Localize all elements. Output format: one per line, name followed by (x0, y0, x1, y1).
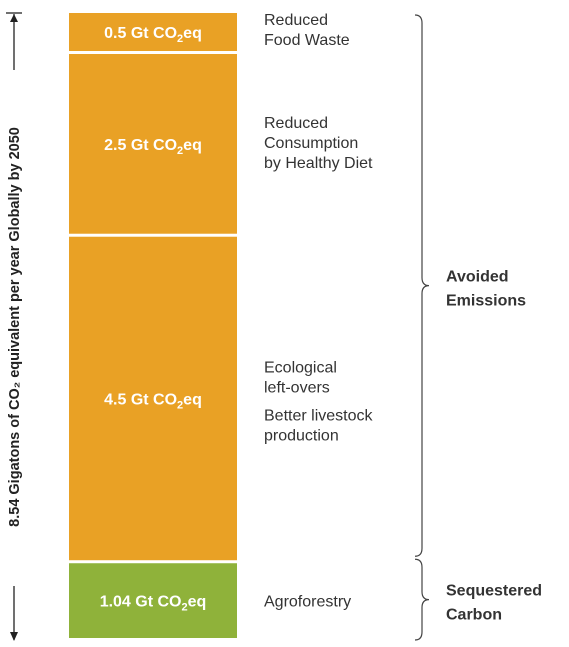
bar-segment (69, 563, 237, 638)
group-label: Emissions (446, 293, 526, 310)
arrow-up-icon (10, 14, 18, 22)
segment-description: Reduced (264, 115, 328, 132)
segment-description: Consumption (264, 135, 358, 152)
total-axis: 8.54 Gigatons of CO₂ equivalent per year… (6, 12, 23, 641)
group-brace (414, 14, 430, 557)
segment-value-label: 1.04 Gt CO2eq (100, 594, 207, 614)
segment-description: Agroforestry (264, 594, 351, 611)
group-label: Carbon (446, 607, 502, 624)
segment-description: Food Waste (264, 32, 350, 49)
segment-description: left-overs (264, 380, 330, 397)
segment-description: by Healthy Diet (264, 155, 373, 172)
segment-description: Better livestock (264, 408, 373, 425)
segment-description: Ecological (264, 360, 337, 377)
segment-value-label: 4.5 Gt CO2eq (104, 391, 202, 411)
segment-description: Reduced (264, 12, 328, 29)
arrow-down-icon (10, 632, 18, 641)
bar-segment (69, 54, 237, 234)
group-brace (414, 558, 430, 641)
group-braces: Avoided Emissions Sequestered Carbon (414, 14, 542, 641)
bar-segments: 0.5 Gt CO2eq 2.5 Gt CO2eq 4.5 Gt CO2eq 1.04… (69, 13, 237, 638)
segment-value-label: 2.5 Gt CO2eq (104, 137, 202, 157)
bar-segment (69, 13, 237, 51)
segment-descriptions: Reduced Food Waste Reduced Consumption by He… (264, 12, 373, 611)
group-label: Sequestered (446, 583, 542, 600)
segment-value-label: 0.5 Gt CO2eq (104, 25, 202, 45)
segment-description: production (264, 428, 339, 445)
bar-segment (69, 236, 237, 561)
total-axis-label: 8.54 Gigatons of CO₂ equivalent per year… (7, 127, 23, 527)
group-label: Avoided (446, 269, 509, 286)
